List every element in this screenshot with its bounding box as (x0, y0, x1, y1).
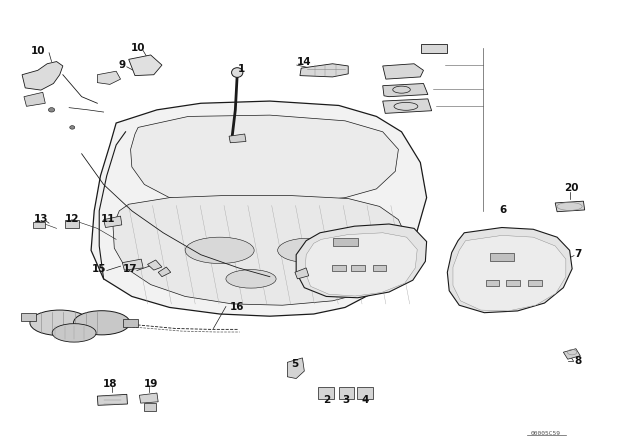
Polygon shape (122, 259, 143, 270)
FancyBboxPatch shape (332, 265, 346, 271)
Polygon shape (91, 101, 427, 316)
Polygon shape (563, 349, 580, 359)
Polygon shape (300, 64, 348, 77)
Polygon shape (383, 83, 428, 97)
Polygon shape (129, 55, 162, 76)
FancyBboxPatch shape (339, 387, 354, 399)
Text: 11: 11 (100, 214, 115, 224)
Ellipse shape (74, 311, 130, 335)
Text: 00005C59: 00005C59 (531, 431, 561, 435)
FancyBboxPatch shape (421, 43, 447, 53)
Text: 12: 12 (65, 214, 79, 224)
FancyBboxPatch shape (20, 313, 36, 322)
Polygon shape (158, 267, 171, 277)
Text: 18: 18 (102, 379, 117, 389)
Ellipse shape (70, 125, 75, 129)
Polygon shape (287, 358, 305, 379)
Polygon shape (131, 115, 398, 204)
Polygon shape (24, 92, 45, 106)
Polygon shape (34, 320, 122, 326)
Ellipse shape (278, 238, 337, 263)
Polygon shape (113, 195, 406, 305)
FancyBboxPatch shape (372, 265, 387, 271)
Polygon shape (305, 233, 417, 296)
Polygon shape (97, 394, 127, 405)
Text: 10: 10 (131, 43, 145, 53)
FancyBboxPatch shape (490, 253, 514, 261)
Ellipse shape (320, 266, 358, 283)
Polygon shape (140, 393, 158, 403)
Polygon shape (383, 64, 424, 79)
Polygon shape (148, 260, 162, 270)
Text: 2: 2 (323, 395, 330, 405)
FancyBboxPatch shape (486, 280, 499, 286)
Text: 17: 17 (124, 264, 138, 274)
FancyBboxPatch shape (357, 387, 373, 399)
FancyBboxPatch shape (123, 319, 138, 327)
Text: 10: 10 (31, 46, 45, 56)
Ellipse shape (52, 323, 96, 342)
Ellipse shape (232, 68, 243, 78)
Polygon shape (296, 224, 427, 298)
FancyBboxPatch shape (506, 280, 520, 286)
Polygon shape (295, 268, 308, 279)
Polygon shape (383, 99, 431, 113)
Text: 9: 9 (119, 60, 126, 70)
Ellipse shape (30, 310, 90, 336)
FancyBboxPatch shape (528, 280, 542, 286)
Polygon shape (104, 216, 122, 228)
Text: 20: 20 (564, 183, 578, 193)
Text: 7: 7 (575, 249, 582, 259)
Text: 16: 16 (230, 302, 244, 311)
Text: 19: 19 (143, 379, 158, 389)
Polygon shape (229, 134, 246, 143)
Text: 15: 15 (92, 264, 106, 274)
Polygon shape (453, 235, 566, 311)
Text: 5: 5 (291, 358, 298, 369)
Text: 6: 6 (499, 205, 507, 215)
Ellipse shape (226, 270, 276, 288)
Polygon shape (145, 403, 156, 410)
Text: 14: 14 (296, 57, 311, 68)
Text: 8: 8 (575, 356, 582, 366)
Ellipse shape (355, 228, 386, 246)
Polygon shape (22, 61, 63, 90)
FancyBboxPatch shape (351, 265, 365, 271)
Polygon shape (97, 71, 120, 84)
Text: 3: 3 (342, 395, 350, 405)
Ellipse shape (49, 108, 54, 112)
Text: 4: 4 (362, 395, 369, 405)
Polygon shape (556, 201, 585, 212)
Ellipse shape (185, 237, 254, 263)
FancyBboxPatch shape (33, 222, 45, 228)
Polygon shape (447, 228, 572, 313)
FancyBboxPatch shape (333, 238, 358, 246)
Text: 1: 1 (238, 65, 245, 74)
Text: 13: 13 (34, 214, 48, 224)
FancyBboxPatch shape (319, 387, 334, 399)
FancyBboxPatch shape (65, 220, 79, 228)
